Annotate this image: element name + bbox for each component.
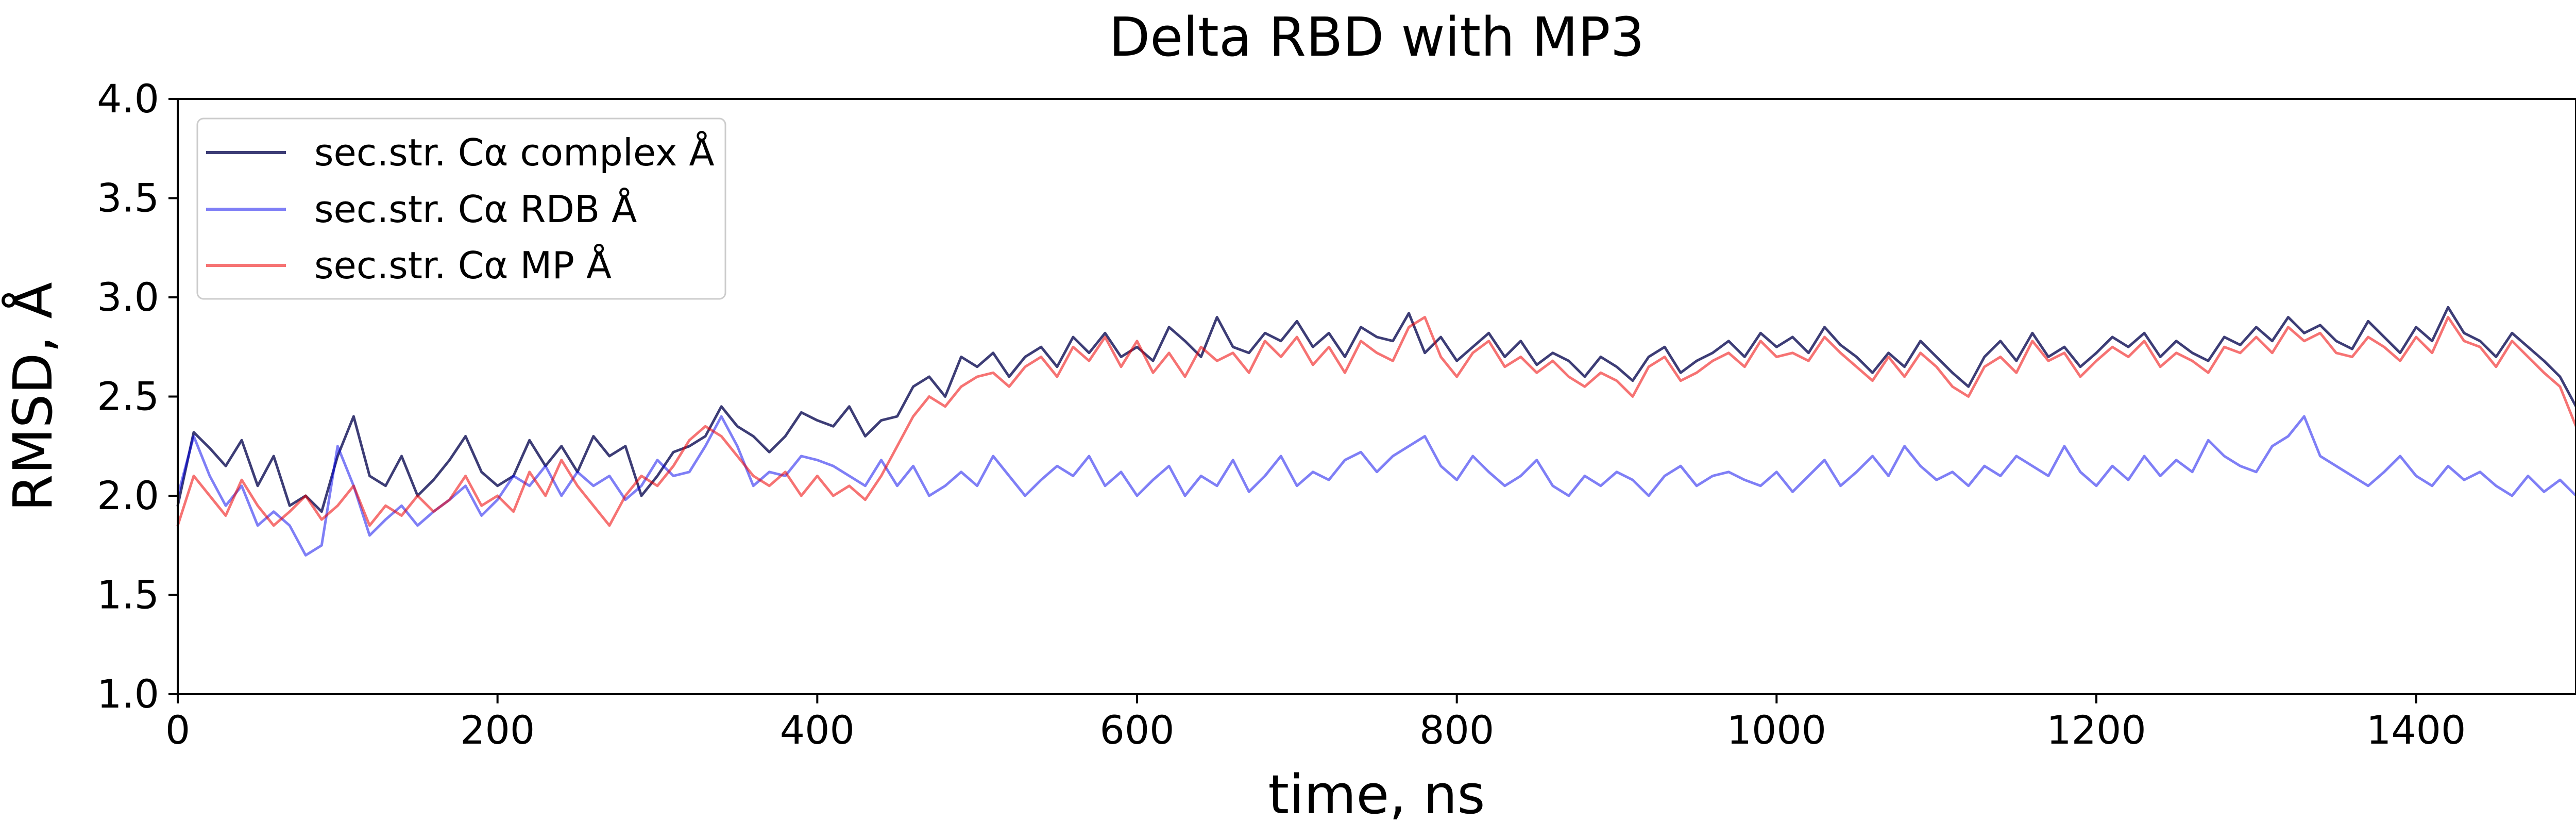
x-tick-label: 0 <box>165 707 190 753</box>
series-line-2 <box>176 316 2576 527</box>
x-tick-label: 1200 <box>2046 707 2146 753</box>
x-tick-label: 600 <box>1099 707 1174 753</box>
legend: sec.str. Cα complex Å sec.str. Cα RDB Å … <box>196 117 726 300</box>
y-tick-label: 4.0 <box>97 76 159 122</box>
x-axis: 0 200 400 600 800 1000 1200 1400 <box>165 694 2466 753</box>
y-axis: 1.0 1.5 2.0 2.5 3.0 3.5 4.0 <box>97 76 178 717</box>
y-tick-label: 2.0 <box>97 473 159 518</box>
legend-label-rdb: sec.str. Cα RDB Å <box>314 188 637 231</box>
x-tick-label: 800 <box>1419 707 1494 753</box>
legend-label-complex: sec.str. Cα complex Å <box>314 131 715 174</box>
x-axis-label: time, ns <box>1268 763 1485 826</box>
y-tick-label: 2.5 <box>97 374 159 419</box>
x-tick-label: 1400 <box>2366 707 2466 753</box>
chart-title: Delta RBD with MP3 <box>1109 6 1645 69</box>
y-tick-label: 3.5 <box>97 175 159 221</box>
y-tick-label: 3.0 <box>97 274 159 320</box>
y-tick-label: 1.0 <box>97 671 159 717</box>
y-axis-label: RMSD, Å <box>2 282 64 511</box>
legend-box <box>196 117 726 300</box>
series-line-0 <box>176 306 2576 513</box>
series-layer <box>176 306 2576 557</box>
legend-label-mp: sec.str. Cα MP Å <box>314 244 612 287</box>
x-tick-label: 400 <box>780 707 855 753</box>
x-tick-label: 200 <box>460 707 535 753</box>
series-line-1 <box>176 415 2576 557</box>
y-tick-label: 1.5 <box>97 572 159 618</box>
x-tick-label: 1000 <box>1727 707 1826 753</box>
